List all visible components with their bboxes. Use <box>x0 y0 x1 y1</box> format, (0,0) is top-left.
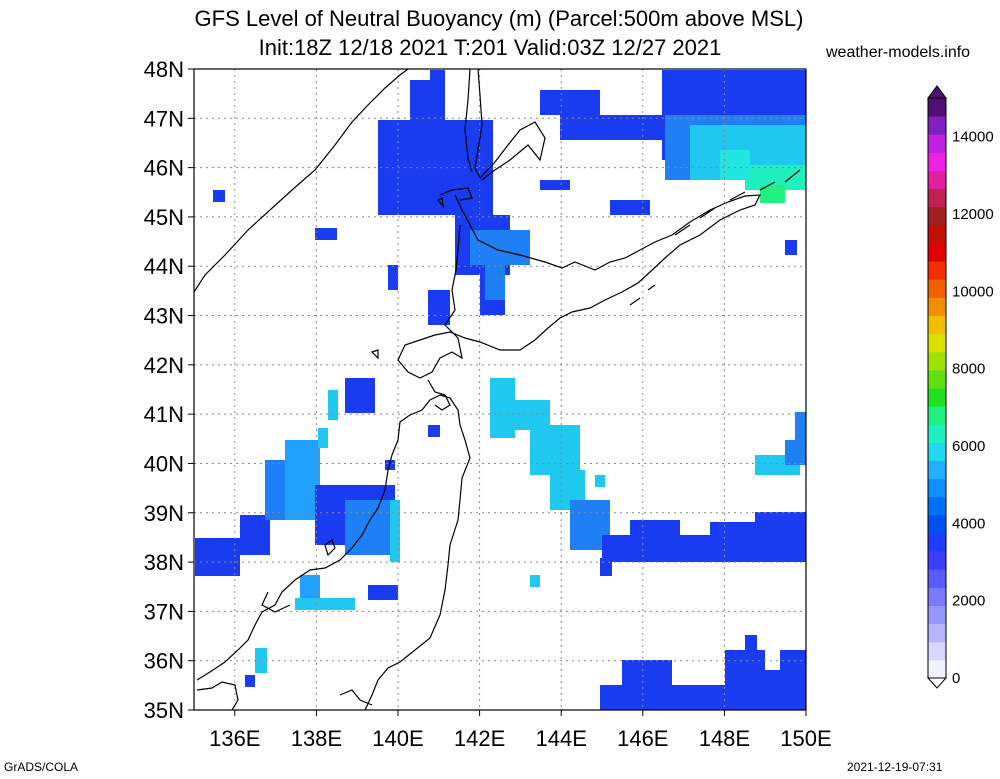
lat-label: 39N <box>144 501 184 526</box>
colorbar-max-arrow <box>927 85 947 99</box>
lat-label: 37N <box>144 599 184 624</box>
colorbar-label: 4000 <box>952 515 985 532</box>
colorbar-swatch <box>928 351 946 371</box>
coast-hokkaido <box>397 194 762 379</box>
lon-label: 138E <box>291 726 342 751</box>
lon-label: 140E <box>372 726 423 751</box>
coast-tsugaru <box>427 379 451 411</box>
lat-label: 44N <box>144 254 184 279</box>
colorbar-swatch <box>928 569 946 588</box>
lat-label: 41N <box>144 402 184 427</box>
site-label: weather-models.info <box>826 44 971 61</box>
coast-small-isl <box>370 197 444 360</box>
lat-label: 48N <box>144 57 184 82</box>
colorbar-swatch <box>928 369 946 389</box>
footer-timestamp: 2021-12-19-07:31 <box>847 760 943 774</box>
coast-south-honshu <box>196 681 373 710</box>
colorbar-swatch <box>928 496 946 516</box>
colorbar-label: 0 <box>952 670 960 687</box>
colorbar-swatch <box>928 533 946 552</box>
map-frame <box>193 68 807 711</box>
colorbar-label: 8000 <box>952 361 985 378</box>
chart-title: GFS Level of Neutral Buoyancy (m) (Parce… <box>194 6 804 31</box>
coast-sakhalin <box>474 69 546 181</box>
colorbar-swatch <box>928 98 946 117</box>
lon-label: 142E <box>454 726 505 751</box>
lat-label: 46N <box>144 156 184 181</box>
lat-label: 45N <box>144 205 184 230</box>
colorbar-swatch <box>928 587 946 606</box>
colorbar-swatch <box>928 188 946 208</box>
colorbar-swatch <box>928 424 946 443</box>
coast-hokkaido-cape <box>439 187 473 201</box>
lnb-region-northeast <box>662 70 806 203</box>
coast-sado <box>324 539 336 557</box>
colorbar-swatch <box>928 152 946 171</box>
lat-label: 47N <box>144 106 184 131</box>
coast-sakhalin-west <box>464 69 473 173</box>
colorbar-swatch <box>928 442 946 461</box>
colorbar-label: 2000 <box>952 593 985 610</box>
colorbar-label: 14000 <box>952 129 994 146</box>
colorbar: 0 2000 4000 6000 8000 10000 12000 14000 <box>926 85 994 689</box>
lat-label: 35N <box>144 698 184 723</box>
colorbar-swatch <box>928 170 946 190</box>
colorbar-label: 6000 <box>952 438 985 455</box>
footer-software: GrADS/COLA <box>4 760 79 774</box>
colorbar-swatch <box>928 315 946 335</box>
colorbar-swatch <box>928 659 946 679</box>
colorbar-swatch <box>928 514 946 534</box>
coast-noto <box>261 591 291 613</box>
colorbar-swatch <box>928 297 946 316</box>
colorbar-swatch <box>928 551 946 570</box>
lat-label: 36N <box>144 649 184 674</box>
colorbar-label: 10000 <box>952 283 994 300</box>
colorbar-swatch <box>928 478 946 498</box>
colorbar-swatch <box>928 388 946 407</box>
colorbar-swatch <box>928 605 946 625</box>
colorbar-swatch <box>928 134 946 153</box>
lat-label: 42N <box>144 353 184 378</box>
colorbar-swatch <box>928 279 946 298</box>
lnb-region-tohoku <box>195 378 440 687</box>
coast-honshu-east <box>364 394 471 710</box>
colorbar-swatch <box>928 206 946 226</box>
colorbar-swatch <box>928 406 946 425</box>
coast-asia-mainland <box>194 69 409 293</box>
colorbar-swatch <box>928 623 946 643</box>
lat-label: 38N <box>144 550 184 575</box>
colorbar-swatch <box>928 460 946 480</box>
colorbar-swatch <box>928 243 946 262</box>
lon-label: 148E <box>699 726 750 751</box>
lon-axis: 136E 138E 140E 142E 144E 146E 148E 150E <box>209 710 832 751</box>
lnb-region-hokkaido-mid <box>470 230 530 300</box>
coastlines <box>194 69 801 710</box>
colorbar-label: 12000 <box>952 206 994 223</box>
lon-label: 144E <box>536 726 587 751</box>
lat-axis: 48N 47N 46N 45N 44N 43N 42N 41N 40N 39N 38N 37N 36N 3… <box>144 57 194 723</box>
colorbar-swatch <box>928 641 946 661</box>
lon-label: 150E <box>780 726 831 751</box>
lnb-region-southeast <box>600 635 806 710</box>
colorbar-min-arrow <box>926 677 948 689</box>
chart-subtitle: Init:18Z 12/18 2021 T:201 Valid:03Z 12/2… <box>258 35 722 60</box>
lnb-region-pacific <box>490 378 806 587</box>
lat-label: 43N <box>144 304 184 329</box>
lat-label: 40N <box>144 451 184 476</box>
colorbar-swatch <box>928 333 946 353</box>
lon-label: 136E <box>209 726 260 751</box>
colorbar-swatch <box>928 224 946 244</box>
map-gridlines <box>194 69 806 710</box>
coast-honshu-west <box>196 394 441 681</box>
coast-kurils <box>629 169 801 306</box>
colorbar-swatch <box>928 116 946 135</box>
lon-label: 146E <box>617 726 668 751</box>
colorbar-swatch <box>928 261 946 280</box>
